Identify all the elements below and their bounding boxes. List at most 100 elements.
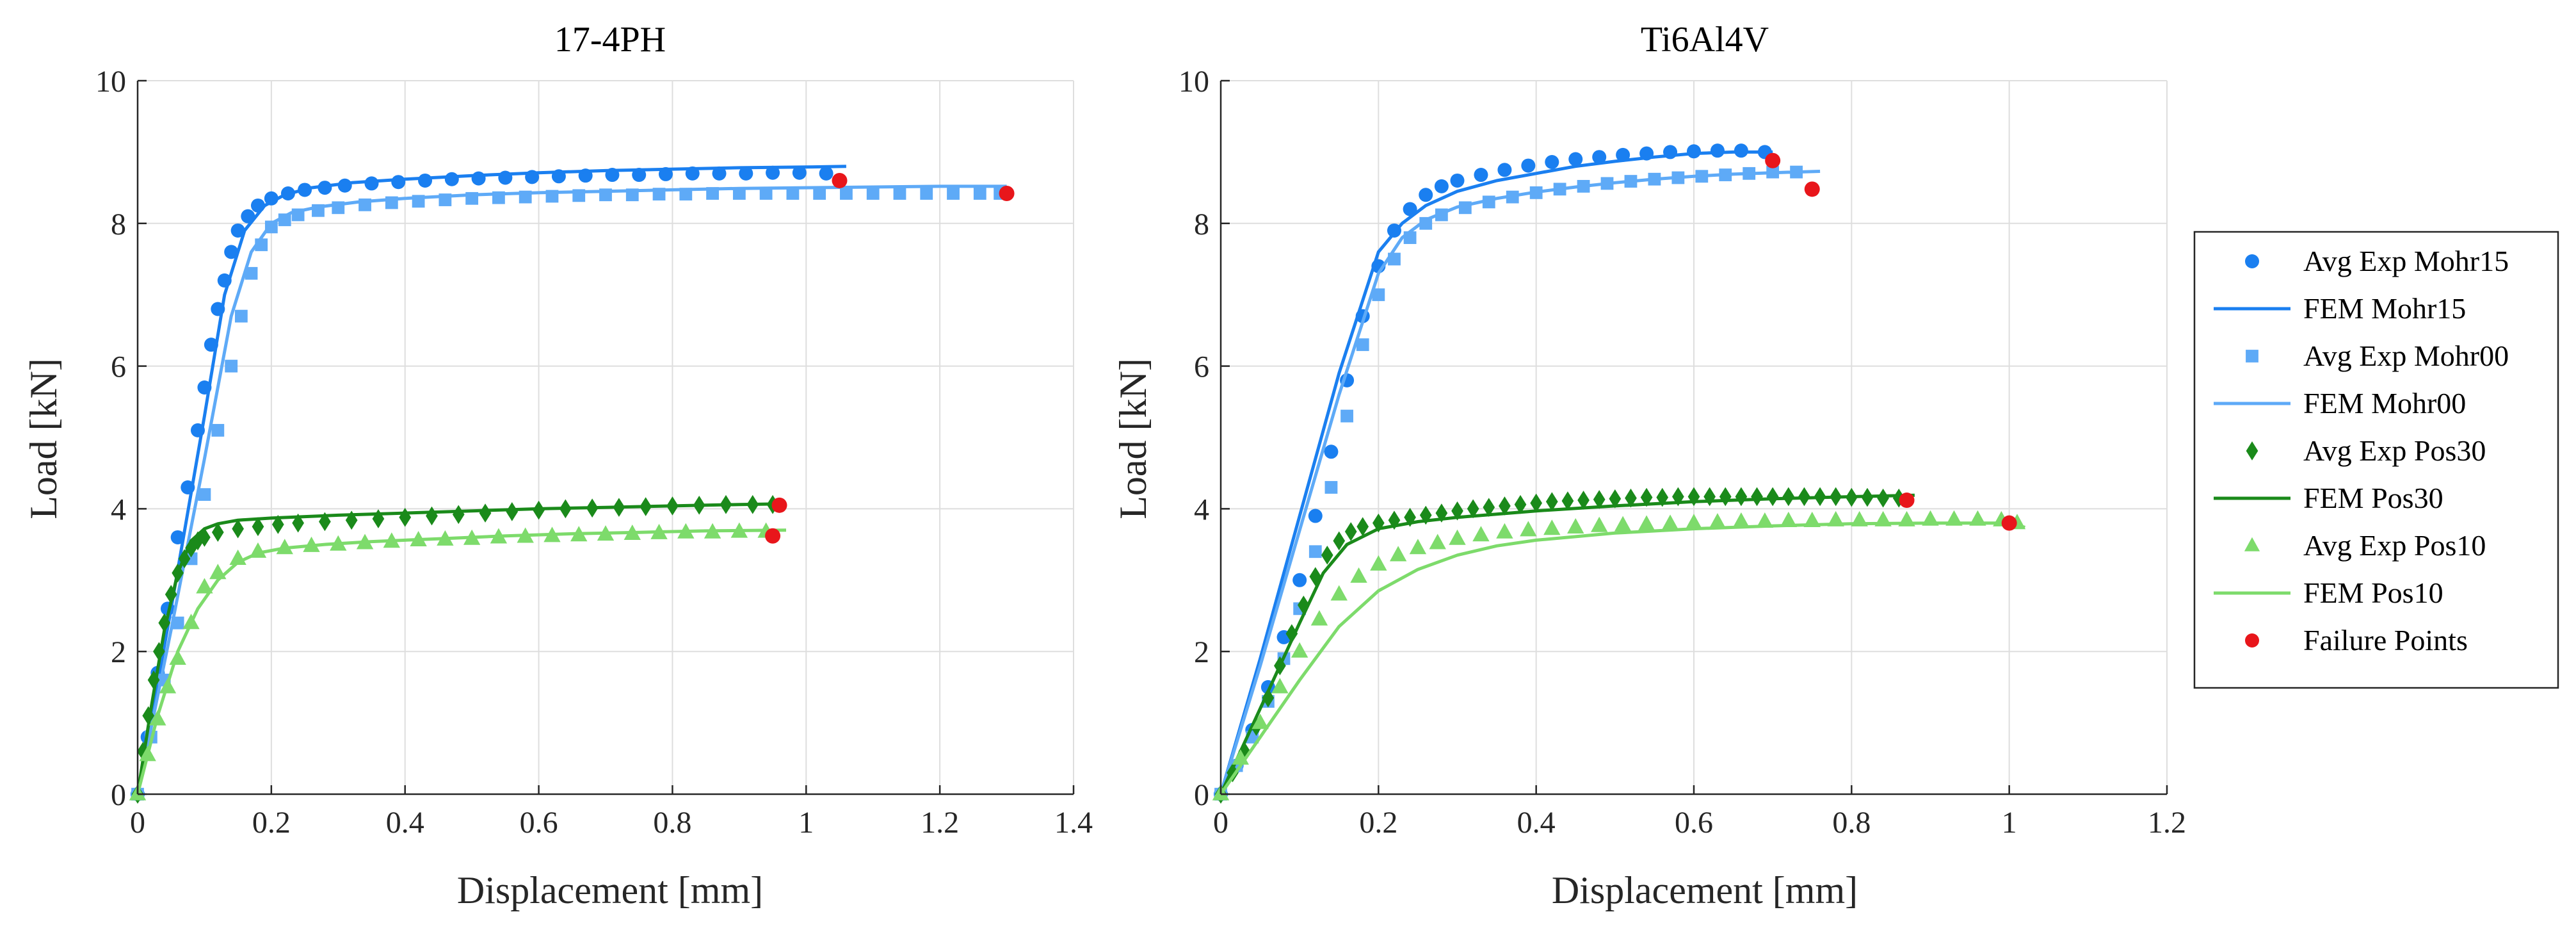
legend-swatch [2246,350,2258,363]
series-line [136,528,787,795]
data-point [165,585,177,604]
chart-title: Ti6Al4V [1641,20,1769,60]
series-fem-pos30 [1219,493,1915,795]
data-point [211,423,225,437]
data-point [1780,511,1797,527]
data-point [1616,147,1630,162]
series-fem-mohr00 [136,184,1007,795]
failure-point [999,186,1015,202]
series-avg-exp-pos30 [131,494,779,804]
data-point [1344,522,1357,541]
series-fem-mohr00 [1219,170,1821,795]
data-point [1340,409,1353,423]
series-failure-points [1765,152,2017,531]
data-point [819,166,833,181]
x-axis-label: Displacement [mm] [457,869,763,911]
data-point [198,488,211,501]
series-fem-pos10 [136,528,787,795]
failure-point [832,172,848,188]
y-tick-label: 10 [1179,65,1209,99]
data-point [1472,526,1490,542]
x-tick-label: 0 [1213,806,1228,840]
data-point [418,173,433,188]
series-line [1219,150,1773,795]
series-avg-exp-pos10 [1212,510,2026,801]
legend-swatch [2245,633,2259,648]
y-tick-label: 4 [1194,493,1209,526]
data-point [1543,519,1561,535]
data-point [1545,154,1559,169]
x-tick-label: 0.4 [1517,806,1556,840]
legend-entry-exp-mohr00: Avg Exp Mohr00 [2246,339,2509,372]
x-tick-label: 0.4 [386,806,424,840]
data-point [1291,642,1308,658]
failure-point [1899,493,1915,509]
data-point [1403,202,1417,216]
data-point [232,519,244,539]
data-point [1499,496,1511,516]
data-point [1520,521,1537,537]
failure-point [2001,515,2017,531]
data-point [1719,487,1732,507]
data-point [1252,713,1269,729]
x-tick-label: 0 [130,806,145,840]
data-point [1521,158,1536,173]
data-point [399,507,412,527]
data-point [1703,487,1716,507]
data-point [198,528,211,547]
data-point [766,165,780,180]
data-point [1591,516,1608,532]
data-point [973,187,986,200]
data-point [1685,514,1703,530]
data-point [1545,492,1558,512]
series-fem-pos30 [136,502,787,795]
legend-label: FEM Pos30 [2303,482,2443,514]
data-point [1321,545,1333,565]
legend-entry-fem-mohr15: FEM Mohr15 [2214,292,2466,325]
data-point [1467,499,1479,519]
data-point [364,176,379,191]
data-point [1419,188,1433,202]
x-tick-label: 1.4 [1054,806,1093,840]
data-point [230,223,245,238]
chart-17-4ph: 17-4PH Displacement [mm] Load [kN] 0 0.2 0… [22,20,1093,911]
data-point [391,175,406,190]
series-line [1219,521,2025,795]
legend-label: FEM Pos10 [2303,576,2443,609]
data-point [1614,516,1632,532]
data-point [1297,595,1310,615]
series-avg-exp-pos10 [129,522,775,801]
x-tick-label: 0.6 [520,806,558,840]
series-line [1219,493,1915,795]
legend-entry-fem-mohr00: FEM Mohr00 [2214,387,2466,420]
failure-point [1804,181,1820,197]
data-point [1370,555,1387,571]
data-point [739,166,753,181]
y-tick-label: 8 [111,208,126,241]
y-tick-label: 0 [111,778,126,812]
x-tick-label: 0.8 [1832,806,1871,840]
data-point [1877,488,1889,508]
x-tick-label: 0.2 [252,806,291,840]
data-point [292,513,304,533]
y-tick-label: 8 [1194,208,1209,241]
data-point [158,613,171,633]
data-point [893,187,906,200]
data-point [372,509,385,528]
legend-label: Avg Exp Pos10 [2303,529,2486,562]
legend-entry-exp-pos30: Avg Exp Pos30 [2246,434,2486,467]
y-tick-label: 2 [111,635,126,669]
failure-point [1765,152,1781,168]
legend-entry-exp-pos10: Avg Exp Pos10 [2244,529,2486,562]
data-point [319,512,331,532]
data-point [1434,179,1449,193]
data-point [1561,491,1574,510]
data-point [185,538,197,558]
data-point [813,187,826,200]
series-line [136,184,1007,795]
data-point [452,505,465,525]
x-tick-label: 1 [2002,806,2017,840]
legend-label: FEM Mohr15 [2303,292,2466,325]
data-point [1782,487,1795,507]
data-point [245,266,258,280]
